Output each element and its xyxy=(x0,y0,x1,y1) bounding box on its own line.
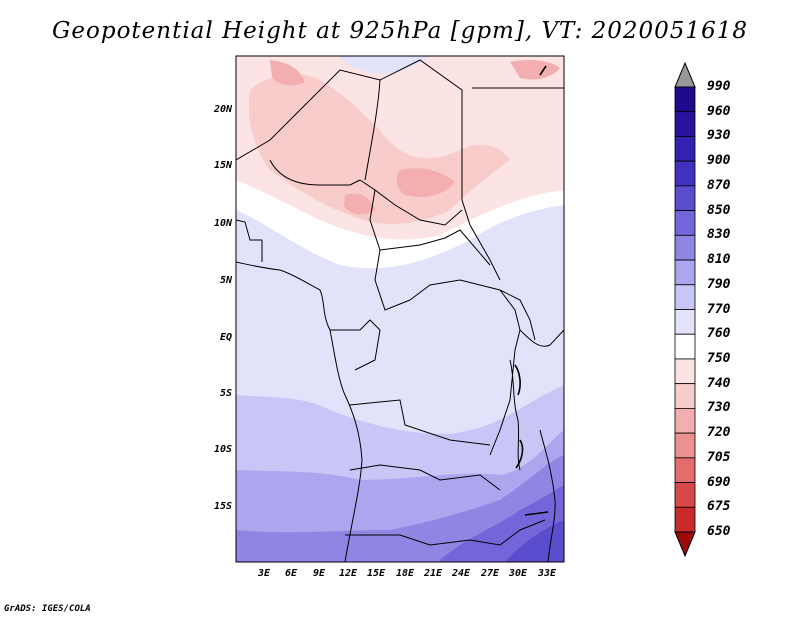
colorbar-box xyxy=(674,333,696,360)
colorbar-label: 990 xyxy=(707,79,731,94)
colorbar-box xyxy=(674,185,696,212)
chart-title: Geopotential Height at 925hPa [gpm], VT:… xyxy=(52,18,748,44)
colorbar-box xyxy=(674,457,696,483)
colorbar-box xyxy=(674,407,696,434)
lon-label: 15E xyxy=(366,568,386,579)
lon-label: 27E xyxy=(480,568,500,579)
map-frame xyxy=(235,55,565,563)
colorbar-box xyxy=(674,358,696,385)
colorbar-box xyxy=(674,259,696,286)
colorbar-label: 790 xyxy=(707,276,731,292)
country-borders xyxy=(236,59,564,562)
colorbar-label: 730 xyxy=(707,400,731,416)
colorbar-label: 740 xyxy=(707,375,731,391)
colorbar-label: 900 xyxy=(707,153,731,169)
colorbar xyxy=(674,61,696,558)
colorbar-label: 830 xyxy=(707,227,731,243)
colorbar-label: 850 xyxy=(707,202,731,218)
colorbar-label: 770 xyxy=(707,301,731,317)
lat-label: 10S xyxy=(213,444,232,455)
colorbar-label: 960 xyxy=(707,103,731,119)
lat-label: EQ xyxy=(219,332,232,343)
colorbar-box xyxy=(674,284,696,310)
colorbar-box xyxy=(674,432,696,459)
colorbar-label: 705 xyxy=(707,449,731,465)
colorbar-box xyxy=(674,383,696,409)
lat-label: 5S xyxy=(219,388,232,399)
lon-label: 21E xyxy=(423,568,443,579)
colorbar-label: 690 xyxy=(707,474,731,490)
colorbar-label: 930 xyxy=(707,128,731,144)
colorbar-box xyxy=(674,482,696,508)
colorbar-box xyxy=(674,160,696,187)
colorbar-min-arrow xyxy=(674,531,696,558)
colorbar-box xyxy=(674,234,696,261)
colorbar-box xyxy=(674,309,696,335)
lon-label: 9E xyxy=(312,568,326,579)
lat-label: 10N xyxy=(213,218,232,229)
colorbar-box xyxy=(674,210,696,236)
lat-label: 15S xyxy=(213,501,232,512)
colorbar-box xyxy=(674,86,696,113)
colorbar-label: 650 xyxy=(707,524,731,539)
lon-label: 6E xyxy=(284,568,298,579)
colorbar-label: 760 xyxy=(707,326,731,342)
colorbar-box xyxy=(674,136,696,162)
lon-label: 24E xyxy=(451,568,471,579)
lat-label: 20N xyxy=(213,104,232,115)
colorbar-label: 720 xyxy=(707,425,731,441)
colorbar-label: 675 xyxy=(707,499,731,515)
lat-label: 15N xyxy=(213,160,232,171)
height-field xyxy=(236,56,564,562)
colorbar-label: 810 xyxy=(707,252,731,268)
lon-label: 18E xyxy=(395,568,415,579)
colorbar-label: 870 xyxy=(707,177,731,193)
colorbar-label: 750 xyxy=(707,350,731,366)
colorbar-box xyxy=(674,111,696,137)
credit-text: GrADS: IGES/COLA xyxy=(4,604,91,614)
lon-label: 12E xyxy=(338,568,358,579)
lat-label: 5N xyxy=(219,275,232,286)
lon-label: 3E xyxy=(257,568,271,579)
lon-label: 30E xyxy=(508,568,528,579)
lon-label: 33E xyxy=(537,568,557,579)
lakes xyxy=(514,65,549,516)
colorbar-max-arrow xyxy=(674,61,696,88)
colorbar-box xyxy=(674,506,696,533)
